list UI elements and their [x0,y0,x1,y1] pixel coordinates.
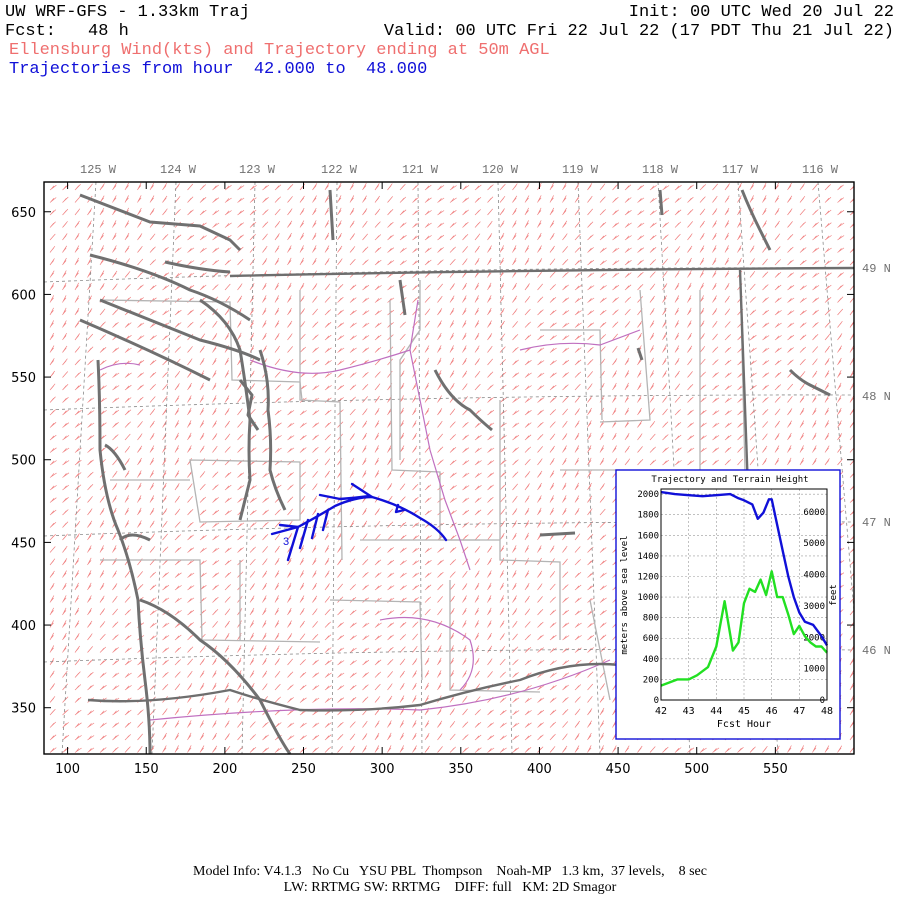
inset-plot-frame [660,488,828,701]
inset-x-tick-label: 45 [738,706,750,717]
x-tick-label: 350 [448,762,473,777]
x-tick-label: 100 [55,762,80,777]
x-tick-label: 300 [370,762,395,777]
y-tick-label: 400 [11,619,36,634]
coastline [79,189,831,754]
inset-left-axis-label: meters above sea level [620,535,630,654]
x-tick-label: 500 [684,762,709,777]
forecast-label: Fcst: [5,22,57,41]
x-tick-label: 450 [606,762,631,777]
y-tick-label: 350 [11,702,36,717]
inset-right-axis-label: feet [829,584,839,606]
latitude-label: 49 N [862,262,891,276]
inset-x-tick-label: 47 [793,706,805,717]
y-tick-label: 550 [11,371,36,386]
inset-x-axis-label: Fcst Hour [717,719,771,730]
trajectory-subtitle: Trajectories from hour 42.000 to 48.000 [9,60,428,79]
longitude-label: 122 W [321,163,358,177]
y-tick-label: 450 [11,536,36,551]
inset-y-tick-label: 200 [643,675,659,685]
longitude-label: 121 W [402,163,439,177]
rivers [99,299,641,721]
inset-x-tick-label: 44 [710,706,722,717]
trajectory-height-line [660,490,829,647]
inset-y-tick-label: 1200 [637,572,659,582]
inset-y-tick-label: 1800 [637,511,659,521]
inset-axes: 42 43 44 45 46 47 4802004006008001000120014001… [637,490,833,717]
x-tick-label: 250 [291,762,316,777]
map-axes: 100 150 200 250 300 350 400 450 500 5506506005505… [11,163,891,777]
terrain-height-line [660,570,828,687]
x-tick-label: 200 [212,762,237,777]
inset-ft-tick-label: 3000 [803,602,825,612]
inset-y-tick-label: 1400 [637,552,659,562]
inset-ft-tick-label: 6000 [803,508,825,518]
inset-ft-tick-label: 1000 [803,665,825,675]
x-tick-label: 150 [134,762,159,777]
trajectory-marker: 3 [283,536,289,548]
y-tick-label: 600 [11,288,36,303]
forecast-hour: 48 h [88,22,129,41]
map-frame [43,181,855,755]
inset-x-tick-label: 48 [821,706,833,717]
model-info-line2: LW: RRTMG SW: RRTMG DIFF: full KM: 2D Sm… [283,880,617,895]
y-tick-label: 650 [11,206,36,221]
latitude-label: 48 N [862,390,891,404]
inset-x-tick-label: 46 [766,706,778,717]
x-tick-label: 400 [527,762,552,777]
inset-y-tick-label: 400 [643,655,659,665]
longitude-label: 123 W [239,163,276,177]
longitude-label: 117 W [722,163,759,177]
inset-ft-tick-label: 4000 [803,571,825,581]
latitude-label: 46 N [862,644,891,658]
x-tick-label: 550 [763,762,788,777]
longitude-label: 118 W [642,163,679,177]
trajectory-height-inset: Trajectory and Terrain Height 42 43 44 45 46… [615,469,841,740]
inset-ft-tick-label: 2000 [803,633,825,643]
valid-time: Valid: 00 UTC Fri 22 Jul 22 (17 PDT Thu … [383,22,894,41]
y-tick-label: 500 [11,454,36,469]
inset-x-tick-label: 42 [655,706,667,717]
init-time: Init: 00 UTC Wed 20 Jul 22 [628,3,894,22]
inset-ft-tick-label: 5000 [803,539,825,549]
inset-y-tick-label: 1600 [637,531,659,541]
inset-title: Trajectory and Terrain Height [651,475,808,485]
inset-y-tick-label: 2000 [637,490,659,500]
inset-y-tick-label: 600 [643,634,659,644]
longitude-label: 125 W [80,163,117,177]
inset-y-tick-label: 800 [643,614,659,624]
wind-subtitle: Ellensburg Wind(kts) and Trajectory endi… [9,41,550,60]
inset-ft-tick-label: 0 [820,696,825,706]
inset-y-tick-label: 1000 [637,593,659,603]
inset-series [660,490,829,687]
longitude-label: 119 W [562,163,599,177]
model-info-line1: Model Info: V4.1.3 No Cu YSU PBL Thompso… [193,864,707,879]
longitude-label: 124 W [160,163,197,177]
inset-x-tick-label: 43 [683,706,695,717]
map-title: UW WRF-GFS - 1.33km Traj [5,3,250,22]
latitude-label: 47 N [862,516,891,530]
trajectory-path [270,482,448,562]
inset-y-tick-label: 0 [654,696,659,706]
longitude-label: 120 W [482,163,519,177]
longitude-label: 116 W [802,163,839,177]
